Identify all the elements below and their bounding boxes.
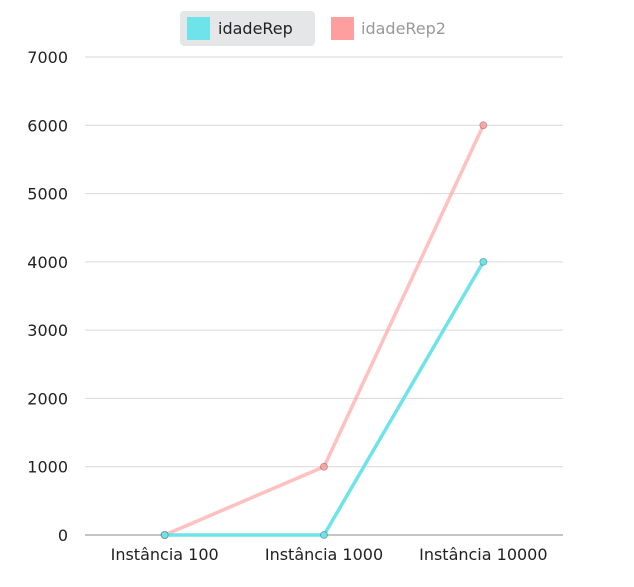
- data-point-idadeRep[interactable]: [479, 257, 488, 266]
- y-tick-label: 7000: [27, 48, 68, 67]
- legend-item-idadeRep[interactable]: idadeRep: [180, 11, 315, 46]
- series-layer: [160, 121, 488, 539]
- legend-item-idadeRep2[interactable]: idadeRep2: [331, 17, 446, 40]
- series-idadeRep: [160, 257, 488, 539]
- y-tick-label: 6000: [27, 116, 68, 135]
- data-point-idadeRep[interactable]: [160, 531, 169, 539]
- legend-label: idadeRep2: [361, 19, 446, 38]
- legend: idadeRep idadeRep2: [180, 11, 446, 46]
- y-axis-ticks: 0 1000 2000 3000 4000 5000 6000 7000: [27, 48, 68, 545]
- y-tick-label: 2000: [27, 389, 68, 408]
- x-tick-label: Instância 1000: [265, 545, 383, 564]
- y-tick-label: 0: [58, 526, 68, 545]
- legend-swatch: [331, 17, 354, 40]
- legend-item-highlight: [180, 11, 315, 46]
- y-tick-label: 5000: [27, 185, 68, 204]
- data-point-idadeRep[interactable]: [320, 531, 328, 539]
- legend-swatch: [187, 17, 210, 40]
- x-tick-label: Instância 100: [111, 545, 219, 564]
- x-tick-label: Instância 10000: [419, 545, 547, 564]
- x-axis-ticks: Instância 100 Instância 1000 Instância 100…: [111, 545, 548, 564]
- data-point-idadeRep2[interactable]: [479, 121, 488, 130]
- y-tick-label: 1000: [27, 458, 68, 477]
- y-tick-label: 4000: [27, 253, 68, 272]
- y-tick-label: 3000: [27, 321, 68, 340]
- legend-label: idadeRep: [218, 19, 293, 38]
- data-point-idadeRep2[interactable]: [320, 462, 328, 471]
